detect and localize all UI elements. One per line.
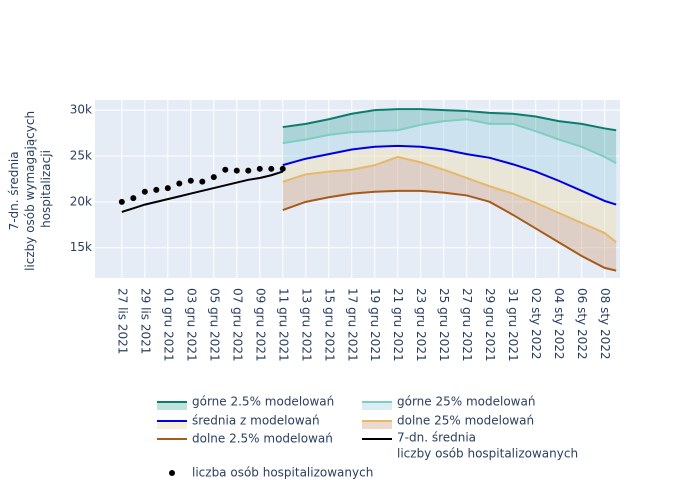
x-tick-label: 11 gru 2021: [276, 288, 290, 362]
legend-marker: [169, 470, 175, 476]
band-fill: [282, 119, 617, 205]
band-fill: [282, 109, 617, 164]
x-tick-label: 31 gru 2021: [506, 288, 520, 362]
x-tick-label: 02 sty 2022: [529, 288, 543, 360]
x-tick-label: 05 gru 2021: [207, 288, 221, 362]
data-point: [199, 178, 206, 185]
series-line: [282, 189, 617, 272]
y-title-line: liczby osób wymagających: [23, 111, 37, 271]
x-tick-label: 27 gru 2021: [460, 288, 474, 362]
legend-fill: [362, 421, 392, 429]
data-point: [256, 165, 263, 172]
series-line: [282, 155, 617, 243]
data-point: [118, 198, 125, 205]
legend-fill: [362, 402, 392, 410]
data-point: [279, 165, 286, 172]
legend-label: średnia z modelowań: [192, 414, 320, 428]
y-tick-label: 15k: [70, 240, 92, 254]
data-point: [222, 166, 229, 173]
legend-label: liczby osób hospitalizowanych: [397, 447, 578, 461]
x-tick-label: 07 gru 2021: [230, 288, 244, 362]
legend-label: górne 25% modelowań: [397, 395, 535, 409]
data-point: [153, 186, 160, 193]
series-line: [282, 108, 617, 132]
band-fill: [282, 145, 617, 243]
x-tick-label: 19 gru 2021: [368, 288, 382, 362]
data-point: [187, 177, 194, 184]
axes: 15k 20k 25k 30k 27 lis 2021 29 lis 2021 01 gru…: [70, 103, 612, 362]
data-point: [210, 174, 217, 181]
x-tick-label: 06 sty 2022: [575, 288, 589, 360]
data-point: [245, 167, 252, 174]
x-tick-label: 13 gru 2021: [299, 288, 313, 362]
x-tick-label: 27 lis 2021: [115, 288, 129, 354]
data-point: [141, 188, 148, 195]
x-tick-label: 01 gru 2021: [161, 288, 175, 362]
x-tick-label: 15 gru 2021: [322, 288, 336, 362]
legend-label: dolne 2.5% modelowań: [192, 432, 333, 446]
legend: górne 2.5% modelowań górne 25% modelowań ś…: [157, 395, 578, 480]
legend-label: górne 2.5% modelowań: [192, 395, 334, 409]
data-point: [233, 167, 240, 174]
x-tick-label: 04 sty 2022: [552, 288, 566, 360]
series-line: [282, 144, 617, 206]
legend-fill: [157, 402, 187, 410]
y-tick-label: 30k: [70, 103, 92, 117]
legend-fill: [157, 421, 187, 429]
x-tick-label: 29 gru 2021: [483, 288, 497, 362]
y-title-line: hospitalizacji: [39, 150, 53, 228]
lines: [118, 108, 617, 272]
data-point: [130, 195, 137, 202]
data-point: [268, 165, 275, 172]
series-line: [282, 118, 617, 165]
band-fill: [282, 156, 617, 271]
data-point: [164, 185, 171, 192]
y-title-line: 7-dn. średnia: [7, 151, 21, 230]
x-tick-label: 23 gru 2021: [414, 288, 428, 362]
x-tick-label: 08 sty 2022: [598, 288, 612, 360]
x-tick-label: 03 gru 2021: [184, 288, 198, 362]
series-line: [121, 170, 284, 213]
x-tick-label: 17 gru 2021: [345, 288, 359, 362]
x-tick-label: 09 gru 2021: [253, 288, 267, 362]
data-point: [176, 180, 183, 187]
fills: [282, 109, 617, 271]
y-tick-label: 20k: [70, 194, 92, 208]
legend-label: dolne 25% modelowań: [397, 414, 534, 428]
x-tick-label: 29 lis 2021: [138, 288, 152, 354]
x-tick-label: 21 gru 2021: [391, 288, 405, 362]
legend-label: 7-dn. średnia: [397, 431, 476, 445]
y-tick-label: 25k: [70, 148, 92, 162]
x-tick-label: 25 gru 2021: [437, 288, 451, 362]
legend-label: liczba osób hospitalizowanych: [192, 466, 373, 480]
y-axis-title: 7-dn. średnia liczby osób wymagających h…: [7, 107, 53, 271]
